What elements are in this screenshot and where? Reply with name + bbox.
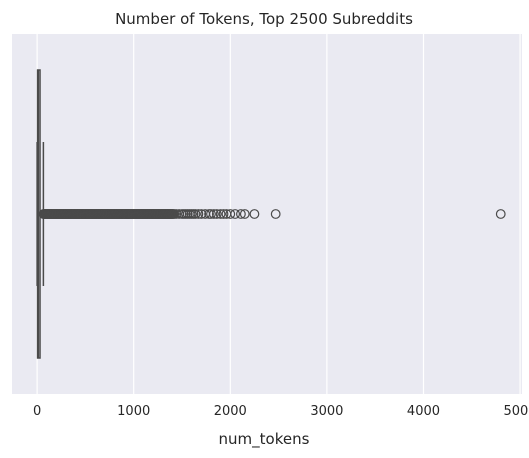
x-tick-label: 2000 [214,404,247,419]
outlier-point [236,209,246,219]
outlier-point [171,209,182,219]
x-tick-labels: 0 1000 2000 3000 4000 5000 [33,404,529,419]
outlier-point [215,209,226,219]
x-tick-label: 0 [33,404,41,419]
x-axis-title: num_tokens [219,430,310,449]
outlier-point [206,209,216,219]
outlier-point [208,209,219,219]
outlier-point [190,209,201,219]
outlier-point [495,209,506,219]
x-tick-label: 1000 [117,404,150,419]
outlier-point [193,209,204,219]
outlier-points [38,209,506,219]
outlier-point [270,209,281,219]
outlier-point [218,209,229,219]
x-tick-label: 5000 [504,404,529,419]
x-tick-label: 4000 [407,404,440,419]
outlier-point [225,209,236,219]
outlier-point [249,209,260,219]
x-tick-label: 3000 [310,404,343,419]
outlier-point [196,209,207,219]
chart-title: Number of Tokens, Top 2500 Subreddits [115,10,413,28]
outlier-point [239,209,250,219]
outlier-point [230,209,241,219]
outlier-point [211,209,222,219]
